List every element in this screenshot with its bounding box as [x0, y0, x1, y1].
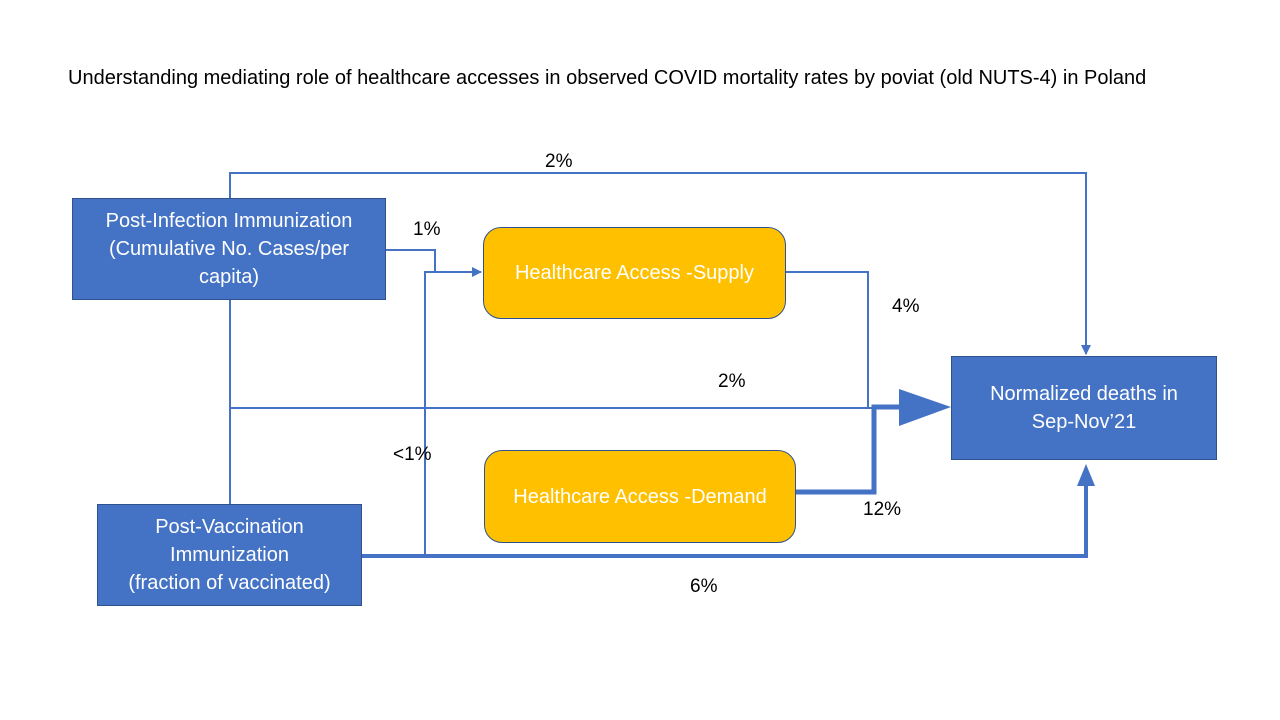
- edge-label-vaccination-deaths: 6%: [690, 576, 718, 597]
- node-healthcare-access-supply: Healthcare Access -Supply: [483, 227, 786, 319]
- node-post-infection-line2: (Cumulative No. Cases/per: [108, 238, 350, 260]
- arrowhead-vaccination-deaths: [1077, 464, 1095, 486]
- edge-label-demand-deaths: 12%: [863, 499, 902, 520]
- edge-demand-deaths: [796, 404, 902, 495]
- diagram-title: Understanding mediating role of healthca…: [68, 67, 1147, 89]
- node-deaths-line2: Sep-Nov’21: [1031, 411, 1137, 433]
- node-healthcare-access-demand: Healthcare Access -Demand: [484, 450, 796, 543]
- edge-label-infection-deaths-top: 2%: [545, 151, 573, 172]
- node-post-infection-line1: Post-Infection Immunization: [105, 210, 353, 232]
- node-post-infection-line3: capita): [198, 266, 260, 288]
- edge-vaccination-deaths: [362, 478, 1088, 558]
- edge-infection-deaths-top: [229, 172, 1091, 355]
- node-post-vaccination-line2: Immunization: [170, 544, 289, 566]
- node-supply-label: Healthcare Access -Supply: [514, 262, 754, 284]
- node-deaths-line1: Normalized deaths in: [990, 383, 1178, 405]
- edge-supply-deaths: [786, 271, 869, 408]
- edge-vaccination-supply: [424, 271, 481, 556]
- node-normalized-deaths: Normalized deaths in Sep-Nov’21: [951, 356, 1217, 460]
- node-post-vaccination-immunization: Post-Vaccination Immunization (fraction …: [97, 504, 362, 606]
- edge-label-infection-deaths-middle: 2%: [718, 371, 746, 392]
- edge-infection-supply: [386, 249, 482, 277]
- node-demand-label: Healthcare Access -Demand: [513, 485, 767, 508]
- node-post-vaccination-line1: Post-Vaccination: [155, 516, 304, 538]
- node-post-vaccination-line3: (fraction of vaccinated): [128, 572, 331, 594]
- edge-label-supply-deaths: 4%: [892, 296, 920, 317]
- node-post-infection-immunization: Post-Infection Immunization (Cumulative …: [72, 198, 386, 300]
- arrowhead-demand-deaths: [899, 389, 951, 426]
- edge-label-vaccination-supply: <1%: [393, 444, 432, 465]
- edge-label-infection-supply: 1%: [413, 219, 441, 240]
